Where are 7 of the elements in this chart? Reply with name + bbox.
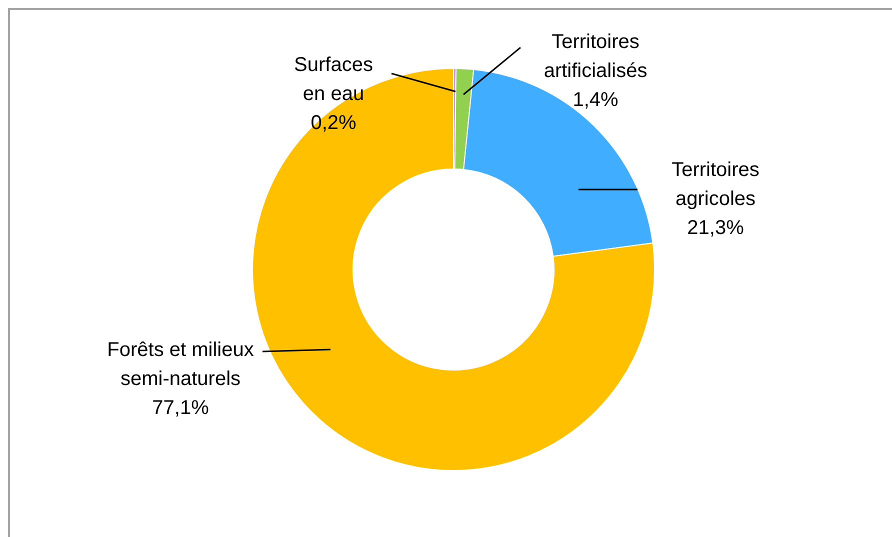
data-label: 0,2% [310,112,357,134]
data-label: 1,4% [572,89,619,112]
slice-label: Territoires artificialisés [544,31,648,82]
slice-label: Territoires agricoles [672,159,760,210]
data-label: 77,1% [152,397,210,420]
slice-label: Forêts et milieux semi-naturels [107,339,254,390]
data-label: 21,3% [687,217,744,240]
